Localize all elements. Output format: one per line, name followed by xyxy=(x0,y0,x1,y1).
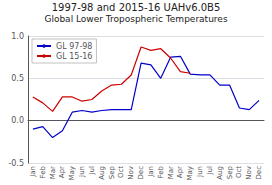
svg-text:Global Lower Tropospheric Temp: Global Lower Tropospheric Temperatures xyxy=(44,14,227,24)
svg-text:Apr: Apr xyxy=(176,166,184,178)
svg-text:Oct: Oct xyxy=(235,166,243,178)
svg-text:Sep: Sep xyxy=(108,165,116,179)
svg-text:May: May xyxy=(68,166,76,180)
svg-text:Jan: Jan xyxy=(147,166,155,178)
svg-text:Sep: Sep xyxy=(226,165,234,179)
svg-text:GL 97-98: GL 97-98 xyxy=(56,42,92,51)
svg-text:Nov: Nov xyxy=(245,166,253,180)
svg-text:0.0: 0.0 xyxy=(11,116,24,125)
svg-text:Feb: Feb xyxy=(157,165,165,178)
svg-text:Oct: Oct xyxy=(117,166,125,178)
svg-text:GL 15-16: GL 15-16 xyxy=(56,52,92,61)
svg-text:Jan: Jan xyxy=(29,166,37,178)
svg-text:Mar: Mar xyxy=(49,166,57,179)
svg-text:Jun: Jun xyxy=(196,166,204,178)
svg-text:Jun: Jun xyxy=(78,166,86,178)
svg-text:Dec: Dec xyxy=(137,166,145,180)
svg-text:Mar: Mar xyxy=(167,166,175,179)
svg-text:Apr: Apr xyxy=(58,166,66,178)
svg-text:Dec: Dec xyxy=(255,166,263,180)
svg-text:Jul: Jul xyxy=(88,166,96,176)
svg-text:Feb: Feb xyxy=(39,165,47,178)
svg-text:Aug: Aug xyxy=(98,166,106,180)
svg-text:1.0: 1.0 xyxy=(11,32,24,41)
svg-text:May: May xyxy=(186,166,194,180)
svg-text:Jul: Jul xyxy=(206,166,214,176)
svg-text:1997-98 and 2015-16 UAHv6.0B5: 1997-98 and 2015-16 UAHv6.0B5 xyxy=(52,2,221,13)
svg-text:0.5: 0.5 xyxy=(11,74,24,83)
svg-text:-0.5: -0.5 xyxy=(8,159,24,168)
svg-text:Aug: Aug xyxy=(216,166,224,180)
svg-text:Nov: Nov xyxy=(127,166,135,180)
